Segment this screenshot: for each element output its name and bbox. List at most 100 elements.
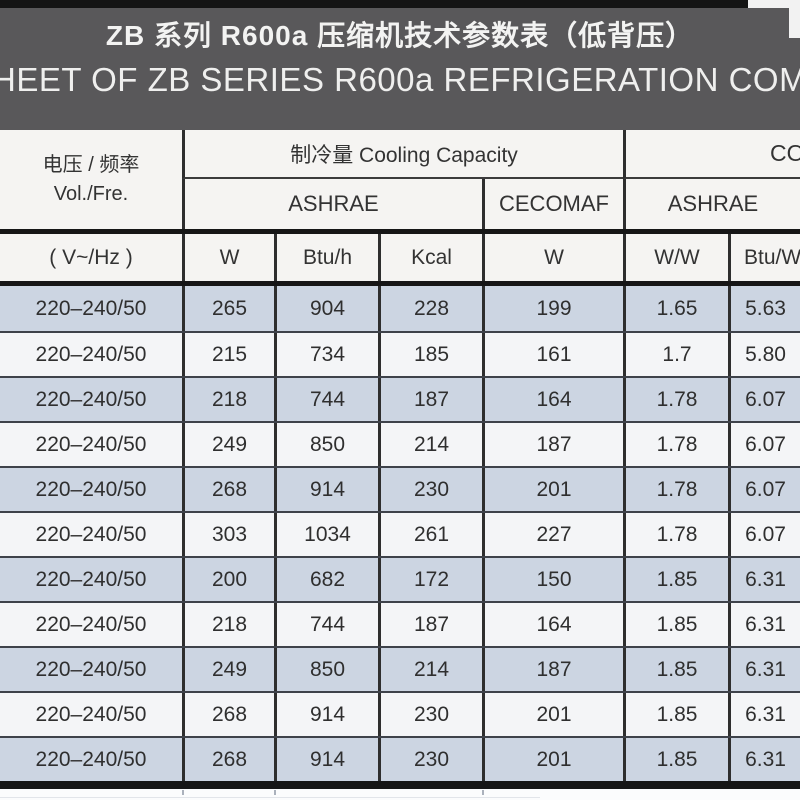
data-cell: 220–240/50 (35, 612, 147, 636)
data-cell: 303 (182, 513, 274, 556)
data-cell: 187 (482, 648, 623, 691)
faint-line (0, 797, 540, 798)
data-cell: 914 (274, 468, 378, 511)
header-voltage-frequency: 电压 / 频率 Vol./Fre. (0, 130, 182, 229)
table-continuation-sliver (0, 789, 800, 800)
data-cell: 5.80 (728, 333, 800, 376)
table-row: 220–240/50 215 734 185 161 1.7 5.80 (0, 331, 800, 376)
data-cell: 220–240/50 (35, 296, 147, 320)
thick-divider (0, 229, 800, 234)
data-cell: 164 (482, 378, 623, 421)
data-cell: 734 (274, 333, 378, 376)
top-edge-bar (0, 0, 748, 8)
data-cell: 201 (482, 693, 623, 736)
data-cell: 6.07 (728, 468, 800, 511)
photo-white-notch-top (748, 0, 800, 8)
data-cell: 268 (182, 693, 274, 736)
data-cell: 6.07 (728, 513, 800, 556)
table-header: 电压 / 频率 Vol./Fre. 制冷量 Cooling Capacity C… (0, 130, 800, 229)
data-cell: 744 (274, 603, 378, 646)
data-cell: 187 (378, 603, 482, 646)
table-row: 220–240/50 218 744 187 164 1.78 6.07 (0, 376, 800, 421)
data-cell: 230 (378, 738, 482, 781)
unit-cell: W (182, 234, 274, 281)
table-row: 220–240/50 303 1034 261 227 1.78 6.07 (0, 511, 800, 556)
data-cell: 220–240/50 (35, 387, 147, 411)
border-stub (182, 790, 184, 795)
data-cell: 214 (378, 648, 482, 691)
spec-table: 电压 / 频率 Vol./Fre. 制冷量 Cooling Capacity C… (0, 130, 800, 800)
table-row: 220–240/50 249 850 214 187 1.78 6.07 (0, 421, 800, 466)
data-cell: 220–240/50 (35, 522, 147, 546)
data-cell: 220–240/50 (35, 567, 147, 591)
data-cell: 1.78 (623, 468, 728, 511)
data-cell: 164 (482, 603, 623, 646)
table-row: 220–240/50 268 914 230 201 1.85 6.31 (0, 736, 800, 781)
header-cooling-capacity: 制冷量 Cooling Capacity (182, 130, 623, 179)
data-cell: 172 (378, 558, 482, 601)
data-cell: 904 (274, 286, 378, 331)
data-cell: 6.31 (728, 558, 800, 601)
table-row: 220–240/50 249 850 214 187 1.85 6.31 (0, 646, 800, 691)
title-banner: ZB 系列 R600a 压缩机技术参数表（低背压） HEET OF ZB SER… (0, 0, 800, 130)
table-row: 220–240/50 268 914 230 201 1.78 6.07 (0, 466, 800, 511)
unit-cell: W/W (623, 234, 728, 281)
header-ashrae-cop: ASHRAE (623, 179, 800, 229)
data-cell: 227 (482, 513, 623, 556)
header-voltage-cn: 电压 / 频率 (42, 153, 140, 176)
data-cell: 1.85 (623, 738, 728, 781)
data-cell: 744 (274, 378, 378, 421)
data-cell: 6.07 (728, 378, 800, 421)
data-cell: 187 (378, 378, 482, 421)
data-cell: 1.78 (623, 423, 728, 466)
data-cell: 6.31 (728, 648, 800, 691)
data-cell: 261 (378, 513, 482, 556)
data-cell: 682 (274, 558, 378, 601)
data-cell: 5.63 (728, 286, 800, 331)
data-cell: 220–240/50 (35, 747, 147, 771)
data-cell: 218 (182, 603, 274, 646)
border-stub (274, 790, 276, 795)
data-cell: 6.31 (728, 738, 800, 781)
data-cell: 220–240/50 (35, 342, 147, 366)
data-cell: 1.85 (623, 648, 728, 691)
unit-cell: ( V~/Hz ) (49, 245, 133, 269)
data-cell: 230 (378, 468, 482, 511)
data-cell: 230 (378, 693, 482, 736)
page-title-english: HEET OF ZB SERIES R600a REFRIGERATION CO… (0, 61, 800, 99)
unit-cell: Btu/h (274, 234, 378, 281)
header-cecomaf: CECOMAF (482, 179, 623, 229)
data-cell: 220–240/50 (35, 657, 147, 681)
data-cell: 218 (182, 378, 274, 421)
table-row: 220–240/50 265 904 228 199 1.65 5.63 (0, 286, 800, 331)
data-cell: 220–240/50 (35, 702, 147, 726)
data-cell: 185 (378, 333, 482, 376)
data-cell: 850 (274, 648, 378, 691)
header-cop: COP (623, 130, 800, 179)
data-cell: 1.65 (623, 286, 728, 331)
data-cell: 150 (482, 558, 623, 601)
data-cell: 265 (182, 286, 274, 331)
data-cell: 268 (182, 468, 274, 511)
data-cell: 220–240/50 (35, 432, 147, 456)
data-cell: 1.78 (623, 513, 728, 556)
data-cell: 228 (378, 286, 482, 331)
units-row: ( V~/Hz ) W Btu/h Kcal W W/W Btu/W (0, 234, 800, 281)
data-cell: 1034 (274, 513, 378, 556)
header-voltage-en: Vol./Fre. (53, 182, 129, 205)
data-cell: 914 (274, 693, 378, 736)
data-cell: 249 (182, 648, 274, 691)
unit-cell: W (482, 234, 623, 281)
data-cell: 200 (182, 558, 274, 601)
data-cell: 201 (482, 468, 623, 511)
data-cell: 1.85 (623, 693, 728, 736)
data-cell: 249 (182, 423, 274, 466)
data-cell: 1.85 (623, 603, 728, 646)
data-cell: 914 (274, 738, 378, 781)
data-cell: 6.31 (728, 693, 800, 736)
table-row: 220–240/50 268 914 230 201 1.85 6.31 (0, 691, 800, 736)
data-cell: 268 (182, 738, 274, 781)
data-cell: 215 (182, 333, 274, 376)
unit-cell: Kcal (378, 234, 482, 281)
